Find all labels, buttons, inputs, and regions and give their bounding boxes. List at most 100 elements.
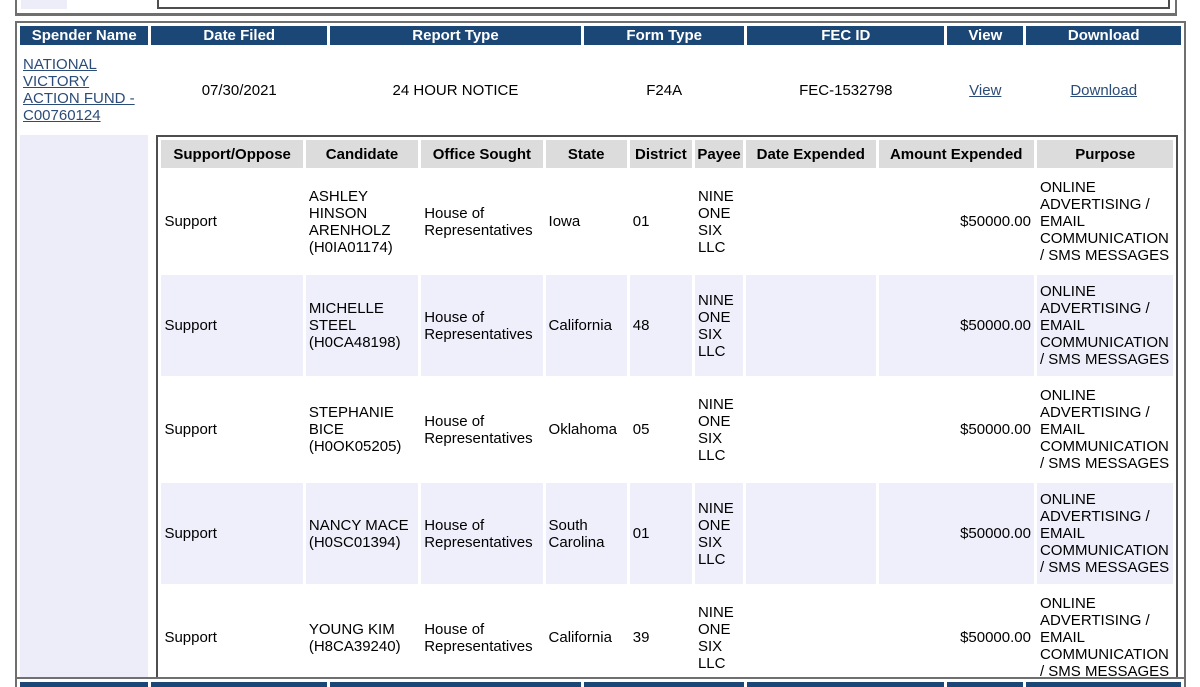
prev-inner-table-right-border — [1168, 0, 1170, 9]
amount-expended-cell: $50000.00 — [960, 629, 1031, 646]
col-header-spender-name: Spender Name — [20, 26, 149, 45]
candidate-cell: NANCY MACE (H0SC01394) — [305, 483, 419, 584]
purpose-cell: ONLINE ADVERTISING / EMAIL COMMUNICATION… — [1036, 275, 1174, 376]
state-cell: South Carolina — [545, 483, 627, 584]
next-col-header — [20, 682, 149, 687]
district-cell: 01 — [632, 213, 650, 230]
support-oppose-cell: Support — [161, 275, 303, 376]
candidate-cell: MICHELLE STEEL (H0CA48198) — [305, 275, 419, 376]
next-col-header — [330, 682, 581, 687]
col-header-date-filed: Date Filed — [151, 26, 328, 45]
col-header-date-expended: Date Expended — [746, 140, 876, 168]
candidate-cell: YOUNG KIM (H8CA39240) — [308, 620, 401, 655]
purpose-cell: ONLINE ADVERTISING / EMAIL COMMUNICATION… — [1039, 179, 1170, 264]
expenditure-row: Support ASHLEY HINSON ARENHOLZ (H0IA0117… — [161, 171, 1173, 272]
purpose-cell: ONLINE ADVERTISING / EMAIL COMMUNICATION… — [1039, 387, 1170, 472]
prev-table-bottom-border — [15, 13, 1177, 16]
district-cell: 05 — [632, 421, 650, 438]
report-table-header-row: Spender Name Date Filed Report Type Form… — [20, 26, 1181, 45]
expenditures-header-row: Support/Oppose Candidate Office Sought S… — [161, 140, 1174, 168]
next-table-remnant — [15, 677, 1186, 687]
prev-table-lavender-cell — [21, 0, 67, 9]
spender-name-link[interactable]: NATIONAL VICTORY ACTION FUND - C00760124 — [23, 56, 135, 124]
date-filed-cell: 07/30/2021 — [201, 81, 277, 99]
next-col-header — [947, 682, 1024, 687]
col-header-payee: Payee — [694, 140, 744, 168]
support-oppose-cell: Support — [164, 629, 217, 646]
payee-cell: NINE ONE SIX LLC — [694, 275, 744, 376]
expenditure-row: Support NANCY MACE (H0SC01394) House of … — [161, 483, 1174, 584]
col-header-amount-expended: Amount Expended — [878, 140, 1034, 168]
download-cell: Download — [1026, 48, 1181, 132]
support-oppose-cell: Support — [164, 421, 217, 438]
col-header-district: District — [629, 140, 692, 168]
payee-cell: NINE ONE SIX LLC — [694, 483, 744, 584]
col-header-fec-id: FEC ID — [747, 26, 945, 45]
col-header-state: State — [545, 140, 627, 168]
district-cell: 48 — [629, 275, 692, 376]
date-expended-cell — [746, 587, 875, 687]
amount-expended-cell: $50000.00 — [878, 483, 1034, 584]
prev-table-left-border — [15, 0, 17, 16]
state-cell: Iowa — [548, 213, 581, 230]
district-cell: 39 — [632, 629, 650, 646]
spender-column-filler-cell — [20, 135, 149, 687]
candidate-cell: ASHLEY HINSON ARENHOLZ (H0IA01174) — [308, 187, 393, 256]
fec-id-cell: FEC-1532798 — [799, 81, 893, 99]
next-table-header-remnant — [20, 682, 1181, 687]
col-header-form-type: Form Type — [583, 26, 745, 45]
payee-cell: NINE ONE SIX LLC — [697, 187, 734, 256]
next-col-header — [583, 682, 745, 687]
date-expended-cell — [746, 275, 876, 376]
col-header-office-sought: Office Sought — [421, 140, 543, 168]
expenditures-cell: Support/Oppose Candidate Office Sought S… — [151, 135, 1181, 687]
col-header-report-type: Report Type — [330, 26, 581, 45]
next-col-header — [151, 682, 328, 687]
prev-inner-table-bottom-border — [157, 7, 1170, 9]
payee-cell: NINE ONE SIX LLC — [697, 603, 734, 672]
office-sought-cell: House of Representatives — [424, 620, 533, 655]
support-oppose-cell: Support — [161, 483, 303, 584]
support-oppose-cell: Support — [164, 213, 217, 230]
office-sought-cell: House of Representatives — [424, 204, 533, 239]
next-col-header — [747, 682, 945, 687]
download-link[interactable]: Download — [1070, 81, 1138, 99]
state-cell: California — [548, 629, 612, 646]
expenditures-row: Support/Oppose Candidate Office Sought S… — [20, 135, 1181, 687]
expenditure-row: Support YOUNG KIM (H8CA39240) House of R… — [161, 587, 1173, 687]
report-row: NATIONAL VICTORY ACTION FUND - C00760124… — [20, 48, 1181, 132]
office-sought-cell: House of Representatives — [421, 483, 543, 584]
amount-expended-cell: $50000.00 — [960, 421, 1031, 438]
view-link[interactable]: View — [969, 81, 1002, 99]
prev-table-right-border — [1175, 0, 1177, 16]
report-type-cell: 24 HOUR NOTICE — [392, 81, 519, 99]
office-sought-cell: House of Representatives — [421, 275, 543, 376]
candidate-cell: STEPHANIE BICE (H0OK05205) — [308, 404, 402, 455]
form-type-cell: F24A — [646, 81, 683, 99]
col-header-candidate: Candidate — [305, 140, 419, 168]
purpose-cell: ONLINE ADVERTISING / EMAIL COMMUNICATION… — [1039, 595, 1170, 680]
expenditure-row: Support STEPHANIE BICE (H0OK05205) House… — [161, 379, 1173, 480]
view-cell: View — [947, 48, 1023, 132]
state-cell: Oklahoma — [548, 421, 617, 438]
next-col-header — [1026, 682, 1181, 687]
state-cell: California — [545, 275, 627, 376]
report-table: Spender Name Date Filed Report Type Form… — [15, 21, 1186, 687]
expenditures-table: Support/Oppose Candidate Office Sought S… — [156, 135, 1179, 687]
office-sought-cell: House of Representatives — [424, 412, 533, 447]
col-header-support-oppose: Support/Oppose — [161, 140, 303, 168]
spender-name-cell: NATIONAL VICTORY ACTION FUND - C00760124 — [20, 48, 148, 132]
expenditure-row: Support MICHELLE STEEL (H0CA48198) House… — [161, 275, 1174, 376]
amount-expended-cell: $50000.00 — [960, 213, 1031, 230]
date-expended-cell — [746, 171, 875, 272]
date-expended-cell — [746, 483, 876, 584]
col-header-view: View — [947, 26, 1024, 45]
col-header-download: Download — [1026, 26, 1181, 45]
payee-cell: NINE ONE SIX LLC — [697, 395, 734, 464]
district-cell: 01 — [629, 483, 692, 584]
amount-expended-cell: $50000.00 — [878, 275, 1034, 376]
col-header-purpose: Purpose — [1036, 140, 1174, 168]
prev-inner-table-left-border — [157, 0, 159, 9]
purpose-cell: ONLINE ADVERTISING / EMAIL COMMUNICATION… — [1036, 483, 1174, 584]
